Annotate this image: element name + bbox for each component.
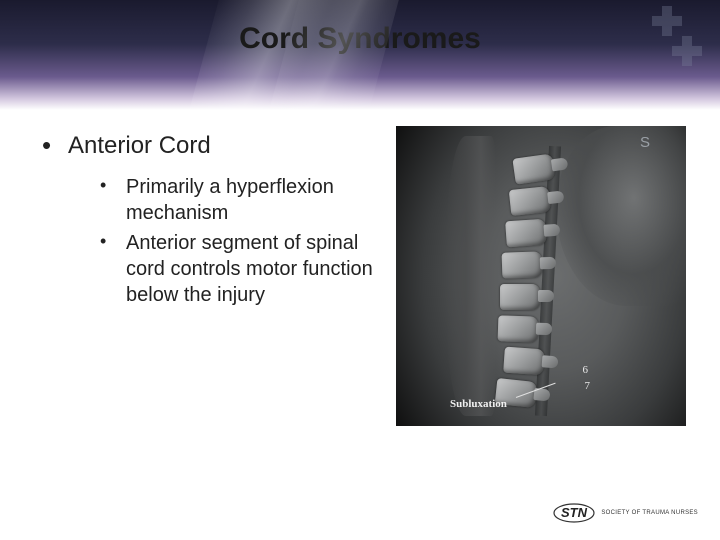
ct-scan-render: S 6 7 Subluxation <box>396 126 686 426</box>
slide-title: Cord Syndromes <box>0 22 720 56</box>
vertebra <box>500 284 540 310</box>
vertebra <box>503 347 545 376</box>
vertebral-column <box>496 156 566 416</box>
header-banner: Cord Syndromes <box>0 0 720 110</box>
skull-region <box>556 126 686 306</box>
bullet-list-l2: Primarily a hyperflexion mechanism Anter… <box>98 174 378 308</box>
footer-logo: STN SOCIETY OF TRAUMA NURSES <box>553 500 698 526</box>
bullet-text: Anterior Cord <box>68 132 211 159</box>
vertebra-label-6: 6 <box>583 364 589 376</box>
bullet-text: Primarily a hyperflexion mechanism <box>126 176 334 224</box>
stn-logo-icon: STN <box>553 500 595 526</box>
bullet-item-l2: Anterior segment of spinal cord controls… <box>98 230 378 308</box>
annotation-label: Subluxation <box>450 398 507 410</box>
logo-subtitle: SOCIETY OF TRAUMA NURSES <box>601 510 698 516</box>
bullet-item-l1: Anterior Cord Primarily a hyperflexion m… <box>38 132 378 308</box>
vertebra <box>502 251 543 278</box>
soft-tissue <box>446 136 496 416</box>
vertebra <box>505 219 547 248</box>
vertebra <box>512 153 555 184</box>
bullet-text: Anterior segment of spinal cord controls… <box>126 232 373 306</box>
vertebra-label-7: 7 <box>585 380 591 392</box>
vertebra <box>498 315 539 342</box>
vertebra <box>509 186 551 216</box>
orientation-marker: S <box>640 134 650 151</box>
text-content: Anterior Cord Primarily a hyperflexion m… <box>38 132 378 324</box>
bullet-item-l2: Primarily a hyperflexion mechanism <box>98 174 378 226</box>
bullet-list-l1: Anterior Cord Primarily a hyperflexion m… <box>38 132 378 308</box>
ct-scan-image: S 6 7 Subluxation <box>396 126 686 426</box>
svg-text:STN: STN <box>561 505 588 520</box>
